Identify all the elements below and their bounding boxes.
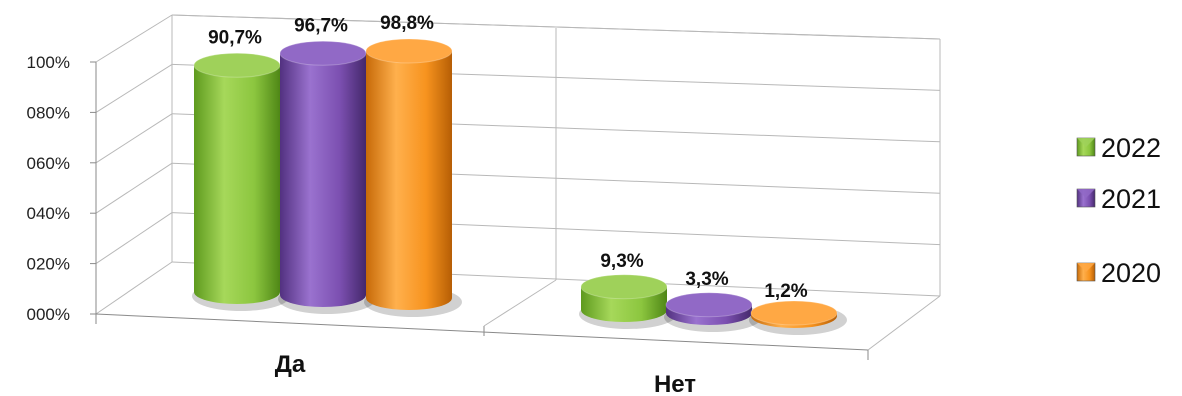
floor-right-edge [867, 295, 941, 351]
bar-top [750, 300, 838, 326]
y-tick-label: 080% [27, 103, 70, 122]
data-label-2020-1: 1,2% [764, 281, 807, 302]
y-tick-label: 000% [27, 305, 70, 324]
category-label-1: Нет [654, 371, 696, 396]
gridline-side [95, 261, 173, 315]
floor-divider [483, 279, 557, 327]
data-label-2021-1: 3,3% [685, 269, 728, 290]
bar-body [280, 53, 366, 307]
gridline-side [95, 212, 173, 265]
category-label-0: Да [275, 351, 306, 378]
legend-label: 2021 [1101, 184, 1161, 214]
floor-front-edge [95, 313, 869, 351]
x-axis-categories: Да Нет [275, 351, 697, 396]
legend-label: 2022 [1101, 133, 1161, 163]
y-axis-ticks: 000% 020% 040% 060% 080% 100% [27, 53, 70, 324]
data-label-2021-0: 96,7% [294, 15, 348, 36]
bar-top [665, 292, 753, 318]
gridline-back [171, 14, 941, 40]
data-label-2022-0: 90,7% [208, 27, 262, 48]
bars [193, 38, 838, 328]
gridline-side [95, 63, 173, 113]
bar-top [580, 274, 668, 300]
data-labels: 90,7% 96,7% 98,8% 9,3% 3,3% 1,2% [208, 13, 808, 302]
legend-item-2021: 2021 [1076, 184, 1161, 214]
gridline-side [95, 113, 173, 164]
legend-swatch-top [1077, 189, 1095, 198]
y-tick-label: 060% [27, 154, 70, 173]
y-tick-label: 100% [27, 53, 70, 72]
y-tick-label: 020% [27, 255, 70, 274]
bar-2020-0 [365, 38, 453, 310]
gridline-side [95, 162, 173, 214]
bar-body [194, 65, 280, 304]
legend-swatch-top [1077, 138, 1095, 147]
bar-top [193, 52, 281, 78]
legend-label: 2020 [1101, 258, 1161, 288]
bar-2022-1 [580, 274, 668, 322]
bar-2021-1 [665, 292, 753, 325]
bar-body [366, 51, 452, 310]
bar-2020-1 [750, 300, 838, 328]
data-label-2022-1: 9,3% [600, 251, 643, 272]
y-tick-label: 040% [27, 204, 70, 223]
legend-swatch-top [1077, 263, 1095, 272]
data-label-2020-0: 98,8% [380, 13, 434, 34]
gridline-side [95, 14, 173, 63]
bar-top [365, 38, 453, 64]
bar-top [279, 40, 367, 66]
legend-item-2022: 2022 [1076, 133, 1161, 163]
legend-item-2020: 2020 [1076, 258, 1161, 288]
bar-2021-0 [279, 40, 367, 307]
bar-2022-0 [193, 52, 281, 304]
legend: 2022 2021 2020 [1076, 133, 1161, 288]
